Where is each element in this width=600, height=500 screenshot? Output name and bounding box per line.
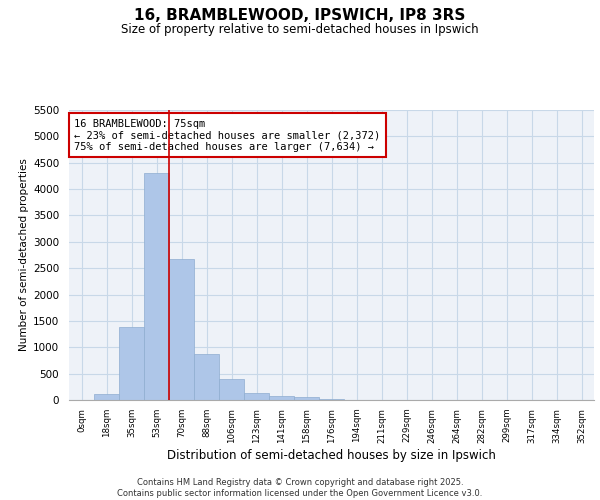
- Bar: [269, 396, 293, 400]
- Bar: [94, 394, 119, 400]
- X-axis label: Distribution of semi-detached houses by size in Ipswich: Distribution of semi-detached houses by …: [167, 450, 496, 462]
- Bar: [169, 258, 194, 400]
- Text: 16, BRAMBLEWOOD, IPSWICH, IP8 3RS: 16, BRAMBLEWOOD, IPSWICH, IP8 3RS: [134, 8, 466, 22]
- Text: Contains HM Land Registry data © Crown copyright and database right 2025.
Contai: Contains HM Land Registry data © Crown c…: [118, 478, 482, 498]
- Text: Size of property relative to semi-detached houses in Ipswich: Size of property relative to semi-detach…: [121, 22, 479, 36]
- Bar: [194, 354, 218, 400]
- Bar: [119, 327, 143, 400]
- Text: 16 BRAMBLEWOOD: 75sqm
← 23% of semi-detached houses are smaller (2,372)
75% of s: 16 BRAMBLEWOOD: 75sqm ← 23% of semi-deta…: [74, 118, 380, 152]
- Bar: [244, 393, 269, 400]
- Bar: [145, 174, 169, 400]
- Y-axis label: Number of semi-detached properties: Number of semi-detached properties: [19, 158, 29, 352]
- Bar: [295, 398, 319, 400]
- Bar: [319, 399, 344, 400]
- Bar: [220, 379, 244, 400]
